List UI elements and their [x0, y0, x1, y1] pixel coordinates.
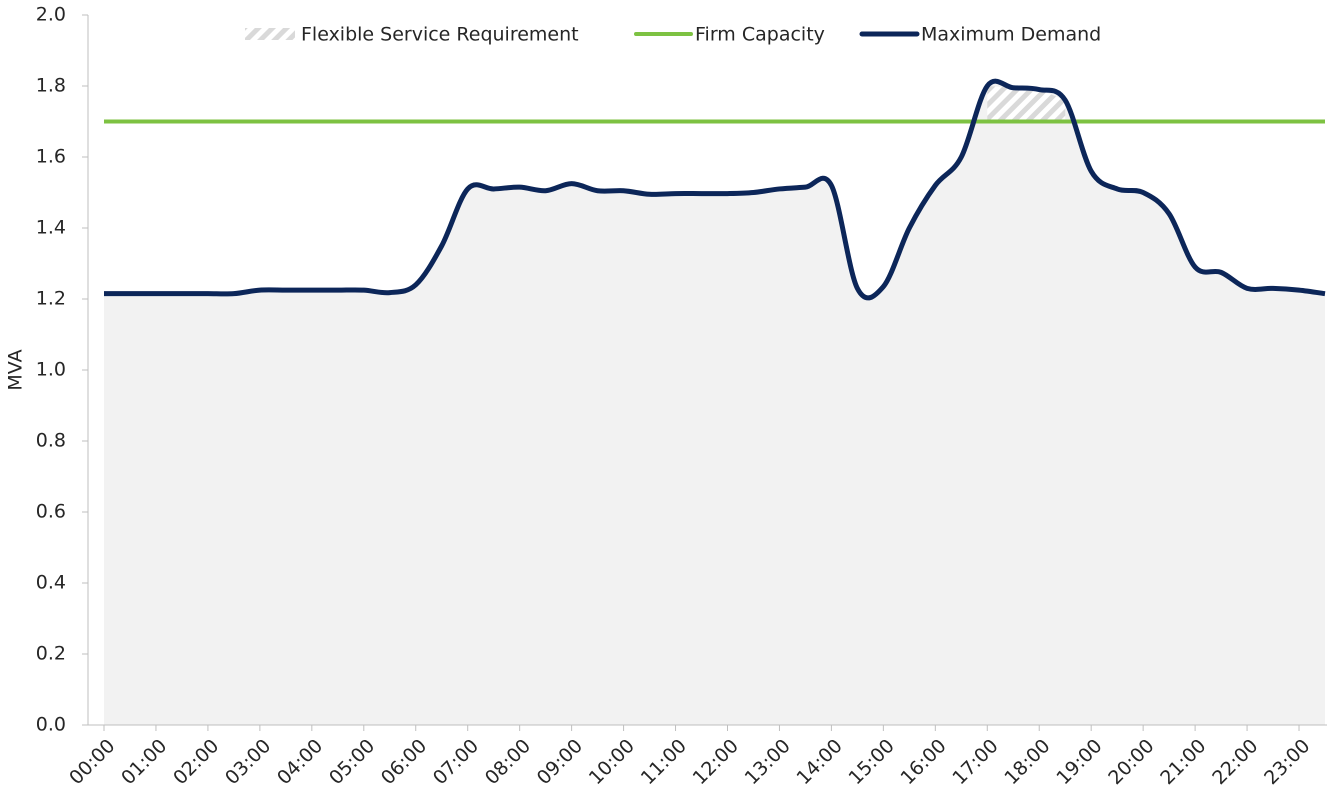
y-tick-label: 1.0: [36, 359, 66, 381]
y-tick-label: 0.0: [36, 714, 66, 736]
flexible-requirement-area: [987, 86, 1066, 122]
legend: Flexible Service Requirement Firm Capacit…: [245, 24, 1101, 46]
x-tick-label: 10:00: [585, 735, 639, 789]
y-tick-label: 1.4: [36, 217, 66, 239]
y-tick-label: 0.4: [36, 572, 66, 594]
legend-label: Firm Capacity: [695, 24, 825, 46]
y-tick-label: 0.6: [36, 501, 66, 523]
x-tick-label: 02:00: [169, 735, 223, 789]
y-tick-label: 1.8: [36, 75, 66, 97]
legend-label: Maximum Demand: [921, 24, 1101, 46]
y-tick-label: 0.8: [36, 430, 66, 452]
legend-label: Flexible Service Requirement: [301, 24, 579, 46]
x-tick-label: 17:00: [948, 735, 1002, 789]
x-tick-label: 07:00: [429, 735, 483, 789]
x-tick-label: 21:00: [1156, 735, 1210, 789]
x-tick-label: 13:00: [741, 735, 795, 789]
x-tick-label: 16:00: [896, 735, 950, 789]
x-tick-label: 09:00: [533, 735, 587, 789]
x-tick-label: 05:00: [325, 735, 379, 789]
y-tick-label: 1.6: [36, 146, 66, 168]
x-tick-label: 19:00: [1052, 735, 1106, 789]
x-tick-label: 14:00: [793, 735, 847, 789]
x-tick-label: 23:00: [1260, 735, 1314, 789]
y-tick-label: 1.2: [36, 288, 66, 310]
x-tick-label: 22:00: [1208, 735, 1262, 789]
x-tick-label: 08:00: [481, 735, 535, 789]
x-tick-label: 04:00: [273, 735, 327, 789]
x-tick-label: 11:00: [637, 735, 691, 789]
x-tick-label: 18:00: [1000, 735, 1054, 789]
y-tick-label: 2.0: [36, 4, 66, 26]
x-tick-label: 03:00: [221, 735, 275, 789]
legend-swatch: [245, 28, 295, 40]
demand-line: [104, 78, 1326, 301]
plot-area: [104, 78, 1326, 725]
x-tick-label: 00:00: [65, 735, 119, 789]
x-tick-label: 15:00: [845, 735, 899, 789]
demand-area: [104, 81, 1325, 725]
y-axis-label: MVA: [5, 349, 27, 390]
y-tick-label: 0.2: [36, 643, 66, 665]
x-tick-label: 06:00: [377, 735, 431, 789]
x-tick-label: 20:00: [1104, 735, 1158, 789]
x-tick-label: 01:00: [117, 735, 171, 789]
x-tick-label: 12:00: [689, 735, 743, 789]
